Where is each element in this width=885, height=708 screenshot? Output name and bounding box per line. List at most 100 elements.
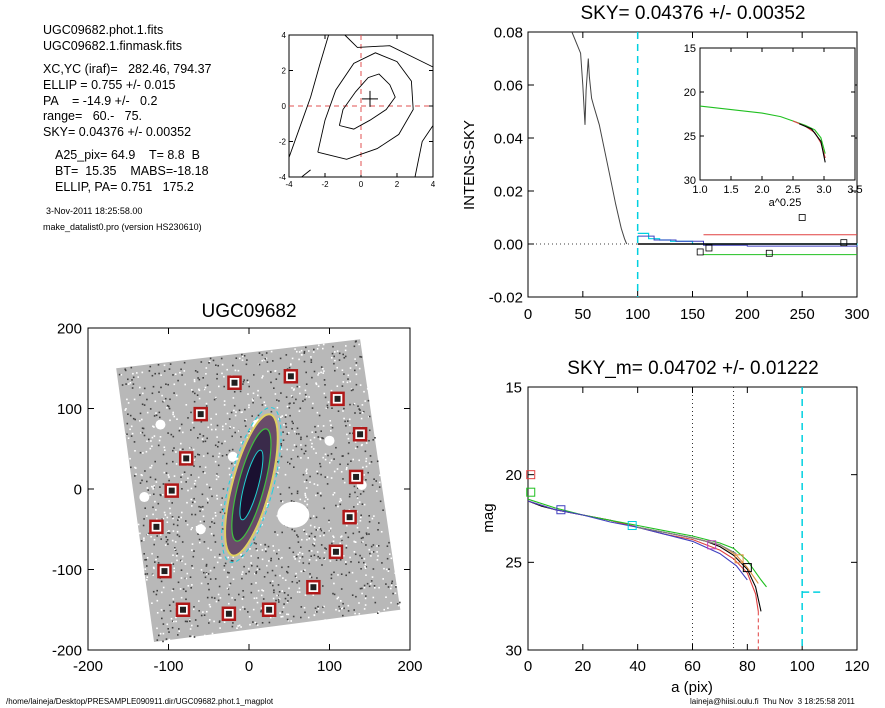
- sky-square-marker: [696, 248, 704, 256]
- noise-speck: [172, 523, 175, 526]
- noise-speck: [132, 372, 134, 375]
- noise-speck: [214, 460, 217, 463]
- noise-speck: [330, 477, 333, 479]
- noise-speck: [370, 580, 373, 582]
- noise-speck: [203, 541, 206, 543]
- noise-speck: [347, 437, 350, 440]
- noise-speck: [187, 489, 189, 492]
- footer-path: /home/laineja/Desktop/PRESAMPLE090911.di…: [6, 697, 274, 706]
- noise-speck: [310, 550, 313, 552]
- noise-speck: [364, 567, 367, 569]
- mag-square-marker: [742, 563, 752, 573]
- noise-speck: [305, 487, 308, 489]
- y-tick-label: 0: [282, 102, 287, 111]
- noise-speck: [223, 404, 226, 406]
- noise-speck: [118, 373, 121, 376]
- noise-speck: [137, 523, 140, 526]
- noise-speck: [149, 476, 152, 479]
- noise-speck: [362, 490, 365, 493]
- noise-speck: [291, 581, 294, 583]
- x-tick-label: 40: [629, 658, 646, 675]
- noise-speck: [206, 483, 208, 486]
- noise-speck: [249, 430, 251, 432]
- noise-speck: [172, 554, 174, 556]
- noise-speck: [142, 427, 145, 430]
- noise-speck: [160, 609, 163, 611]
- noise-speck: [298, 560, 301, 563]
- noise-speck: [294, 575, 297, 578]
- noise-speck: [221, 497, 223, 499]
- noise-speck: [342, 555, 345, 557]
- noise-speck: [228, 593, 230, 596]
- noise-speck: [257, 418, 259, 421]
- noise-speck: [192, 390, 194, 393]
- noise-speck: [178, 516, 180, 518]
- sky-square-marker: [840, 239, 848, 247]
- noise-speck: [146, 576, 149, 578]
- noise-speck: [184, 563, 187, 565]
- noise-speck: [202, 471, 205, 473]
- noise-speck: [196, 394, 199, 396]
- noise-speck: [397, 604, 400, 607]
- noise-speck: [346, 524, 348, 527]
- mask-square-core: [346, 514, 353, 521]
- noise-speck: [328, 530, 331, 532]
- noise-speck: [362, 410, 365, 413]
- noise-speck: [239, 390, 242, 393]
- noise-speck: [276, 552, 278, 555]
- noise-speck: [187, 585, 190, 587]
- noise-speck: [281, 611, 284, 613]
- noise-speck: [218, 621, 221, 623]
- noise-speck: [231, 435, 233, 438]
- noise-speck: [300, 606, 303, 608]
- noise-speck: [178, 518, 180, 521]
- noise-speck: [362, 411, 364, 414]
- noise-speck: [149, 365, 152, 368]
- noise-speck: [368, 533, 370, 535]
- noise-speck: [208, 622, 210, 624]
- noise-speck: [300, 546, 302, 548]
- noise-speck: [159, 416, 161, 419]
- noise-speck: [278, 598, 281, 600]
- noise-speck: [356, 497, 359, 499]
- noise-speck: [278, 400, 280, 402]
- noise-speck: [386, 545, 389, 547]
- noise-speck: [205, 565, 208, 567]
- noise-speck: [369, 552, 371, 555]
- noise-speck: [376, 559, 379, 561]
- noise-speck: [265, 550, 267, 553]
- noise-speck: [127, 378, 129, 381]
- x-tick-label: 60: [684, 658, 701, 675]
- noise-speck: [339, 498, 342, 500]
- noise-speck: [175, 451, 177, 453]
- noise-speck: [131, 379, 133, 381]
- noise-speck: [232, 622, 234, 624]
- noise-speck: [319, 535, 321, 537]
- noise-speck: [358, 459, 360, 462]
- noise-speck: [215, 478, 218, 481]
- noise-speck: [193, 465, 195, 467]
- noise-speck: [298, 410, 301, 412]
- noise-speck: [295, 398, 297, 401]
- noise-speck: [319, 492, 322, 494]
- noise-speck: [147, 533, 149, 536]
- noise-speck: [362, 466, 364, 469]
- noise-speck: [174, 548, 176, 551]
- noise-speck: [342, 607, 344, 609]
- noise-speck: [142, 392, 144, 395]
- noise-speck: [153, 486, 155, 488]
- noise-speck: [153, 485, 155, 487]
- noise-speck: [149, 408, 152, 410]
- noise-speck: [288, 547, 291, 549]
- noise-speck: [221, 372, 223, 375]
- noise-speck: [214, 541, 217, 543]
- noise-speck: [186, 501, 188, 504]
- noise-speck: [317, 425, 319, 427]
- noise-speck: [252, 401, 254, 404]
- noise-speck: [274, 574, 277, 577]
- noise-speck: [305, 479, 308, 481]
- noise-speck: [353, 506, 355, 508]
- noise-speck: [277, 461, 279, 463]
- x-tick-label: 3.0: [816, 184, 831, 196]
- noise-speck: [310, 359, 313, 361]
